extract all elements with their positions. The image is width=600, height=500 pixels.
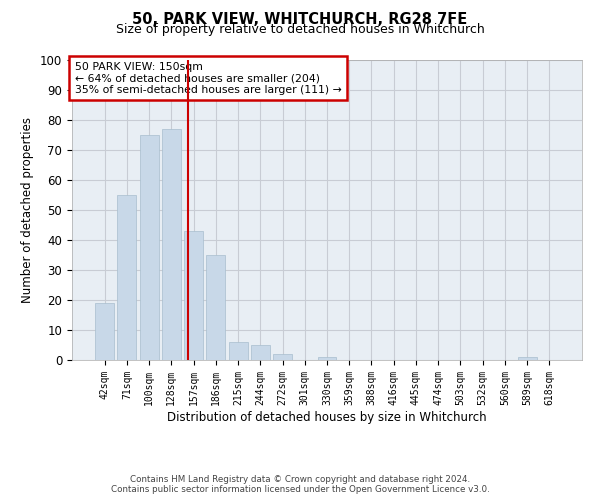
Bar xyxy=(140,135,158,360)
Text: Contains HM Land Registry data © Crown copyright and database right 2024.
Contai: Contains HM Land Registry data © Crown c… xyxy=(110,474,490,494)
Bar xyxy=(206,255,225,360)
Bar xyxy=(229,342,248,360)
Bar xyxy=(118,195,136,360)
X-axis label: Distribution of detached houses by size in Whitchurch: Distribution of detached houses by size … xyxy=(167,410,487,424)
Text: 50, PARK VIEW, WHITCHURCH, RG28 7FE: 50, PARK VIEW, WHITCHURCH, RG28 7FE xyxy=(133,12,467,28)
Bar xyxy=(317,357,337,360)
Bar xyxy=(184,231,203,360)
Bar xyxy=(95,303,114,360)
Text: 50 PARK VIEW: 150sqm
← 64% of detached houses are smaller (204)
35% of semi-deta: 50 PARK VIEW: 150sqm ← 64% of detached h… xyxy=(74,62,341,94)
Bar xyxy=(251,345,270,360)
Text: Size of property relative to detached houses in Whitchurch: Size of property relative to detached ho… xyxy=(116,22,484,36)
Bar xyxy=(273,354,292,360)
Y-axis label: Number of detached properties: Number of detached properties xyxy=(22,117,34,303)
Bar xyxy=(162,129,181,360)
Bar xyxy=(518,357,536,360)
